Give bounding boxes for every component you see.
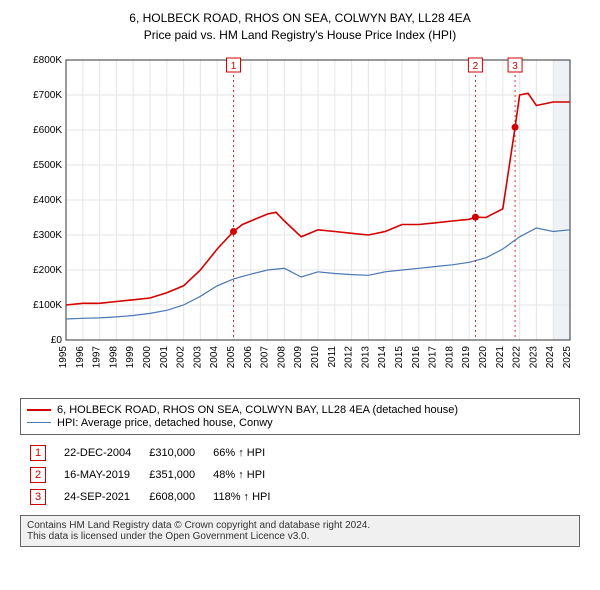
svg-text:1996: 1996 <box>75 345 86 368</box>
svg-text:2002: 2002 <box>176 345 187 368</box>
svg-text:2018: 2018 <box>444 345 455 368</box>
legend: 6, HOLBECK ROAD, RHOS ON SEA, COLWYN BAY… <box>20 398 580 435</box>
marker-row: 1 22-DEC-2004£310,00066% ↑ HPI <box>22 443 278 463</box>
marker-date: 16-MAY-2019 <box>56 465 139 485</box>
svg-text:2011: 2011 <box>327 345 338 367</box>
chart-titles: 6, HOLBECK ROAD, RHOS ON SEA, COLWYN BAY… <box>10 10 590 44</box>
svg-text:1998: 1998 <box>108 345 119 368</box>
marker-row: 3 24-SEP-2021£608,000118% ↑ HPI <box>22 487 278 507</box>
svg-text:2005: 2005 <box>226 345 237 368</box>
marker-delta: 118% ↑ HPI <box>205 487 278 507</box>
price-chart: £0 £100K £200K £300K £400K £500K £600K £700K £80… <box>20 50 580 390</box>
svg-text:£800K: £800K <box>33 55 62 66</box>
marker-date: 24-SEP-2021 <box>56 487 139 507</box>
marker-delta: 66% ↑ HPI <box>205 443 278 463</box>
svg-text:2016: 2016 <box>411 345 422 368</box>
svg-text:2003: 2003 <box>192 345 203 368</box>
svg-text:1999: 1999 <box>125 345 136 368</box>
svg-text:3: 3 <box>512 61 518 72</box>
marker-badge: 2 <box>30 467 46 483</box>
svg-text:2006: 2006 <box>243 345 254 368</box>
svg-text:2001: 2001 <box>159 345 170 368</box>
svg-text:2020: 2020 <box>478 345 489 368</box>
title-subtitle: Price paid vs. HM Land Registry's House … <box>10 27 590 44</box>
svg-text:2022: 2022 <box>512 345 523 368</box>
svg-text:1: 1 <box>231 61 237 72</box>
svg-text:1995: 1995 <box>58 345 69 368</box>
legend-label: 6, HOLBECK ROAD, RHOS ON SEA, COLWYN BAY… <box>57 404 458 416</box>
legend-item: HPI: Average price, detached house, Conw… <box>27 417 573 429</box>
svg-text:2019: 2019 <box>461 345 472 368</box>
legend-label: HPI: Average price, detached house, Conw… <box>57 417 273 429</box>
svg-text:2014: 2014 <box>377 345 388 368</box>
marker-price: £310,000 <box>141 443 203 463</box>
svg-text:2012: 2012 <box>344 345 355 368</box>
marker-price: £608,000 <box>141 487 203 507</box>
svg-text:2017: 2017 <box>428 345 439 368</box>
marker-price: £351,000 <box>141 465 203 485</box>
legend-swatch <box>27 409 51 411</box>
marker-badge: 3 <box>30 489 46 505</box>
svg-text:2004: 2004 <box>209 345 220 368</box>
svg-text:£300K: £300K <box>33 230 62 241</box>
svg-text:2015: 2015 <box>394 345 405 368</box>
footer-line: Contains HM Land Registry data © Crown c… <box>27 520 573 531</box>
svg-text:2024: 2024 <box>545 345 556 368</box>
svg-text:2023: 2023 <box>528 345 539 368</box>
title-address: 6, HOLBECK ROAD, RHOS ON SEA, COLWYN BAY… <box>10 10 590 27</box>
marker-delta: 48% ↑ HPI <box>205 465 278 485</box>
svg-text:£400K: £400K <box>33 195 62 206</box>
svg-text:2021: 2021 <box>495 345 506 368</box>
marker-badge: 1 <box>30 445 46 461</box>
svg-text:£700K: £700K <box>33 90 62 101</box>
svg-text:£500K: £500K <box>33 160 62 171</box>
svg-text:£200K: £200K <box>33 265 62 276</box>
legend-swatch <box>27 422 51 424</box>
marker-table: 1 22-DEC-2004£310,00066% ↑ HPI 2 16-MAY-201… <box>20 441 280 509</box>
svg-text:2010: 2010 <box>310 345 321 368</box>
legend-item: 6, HOLBECK ROAD, RHOS ON SEA, COLWYN BAY… <box>27 404 573 416</box>
svg-text:2025: 2025 <box>562 345 573 368</box>
svg-text:2000: 2000 <box>142 345 153 368</box>
svg-text:£0: £0 <box>51 335 63 346</box>
svg-text:2: 2 <box>473 61 479 72</box>
svg-text:1997: 1997 <box>92 345 103 368</box>
footer-attribution: Contains HM Land Registry data © Crown c… <box>20 515 580 547</box>
svg-text:2008: 2008 <box>276 345 287 368</box>
marker-row: 2 16-MAY-2019£351,00048% ↑ HPI <box>22 465 278 485</box>
svg-text:2009: 2009 <box>293 345 304 368</box>
footer-line: This data is licensed under the Open Gov… <box>27 531 573 542</box>
marker-date: 22-DEC-2004 <box>56 443 139 463</box>
svg-text:2013: 2013 <box>360 345 371 368</box>
svg-text:£600K: £600K <box>33 125 62 136</box>
svg-text:2007: 2007 <box>260 345 271 368</box>
svg-text:£100K: £100K <box>33 300 62 311</box>
